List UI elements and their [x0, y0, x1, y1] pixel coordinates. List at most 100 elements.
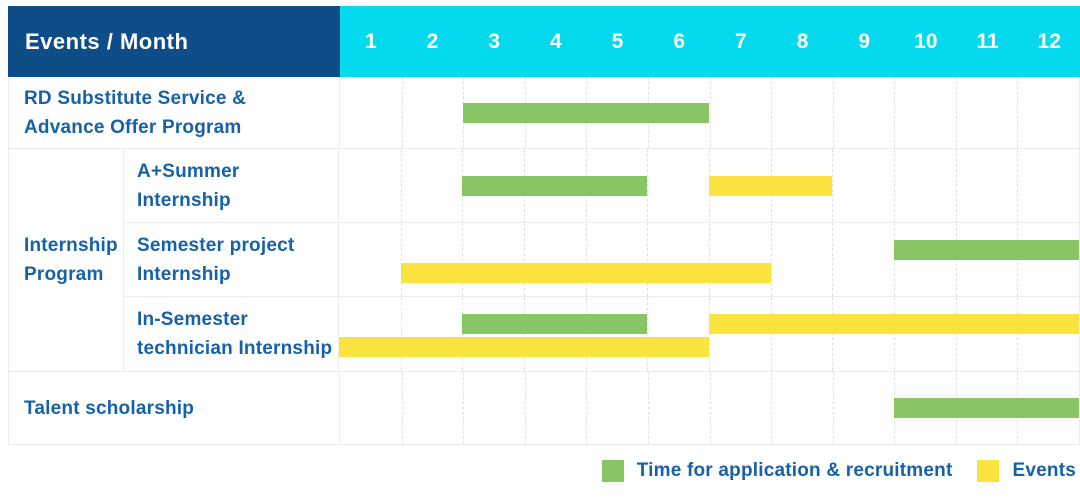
label-line: Talent scholarship — [24, 397, 195, 419]
bar-event — [709, 175, 833, 196]
month-gridline — [709, 77, 711, 148]
label-line: RD Substitute Service & — [24, 87, 247, 109]
timeline-semester-project — [339, 223, 1079, 296]
month-gridline — [401, 77, 403, 148]
month-gridline — [462, 223, 464, 296]
month-gridline — [524, 223, 525, 296]
month-gridline — [955, 297, 957, 371]
month-gridline — [1017, 149, 1019, 222]
timeline-in-semester — [339, 297, 1079, 371]
bar-event — [709, 314, 1079, 334]
row-rd-substitute: RD Substitute Service & Advance Offer Pr… — [9, 77, 1079, 149]
month-gridline — [894, 77, 896, 148]
label-line: Program — [24, 264, 104, 285]
legend-item-events: Events — [977, 460, 1076, 482]
group-rows: A+Summer Internship Semester project Int… — [124, 149, 1079, 371]
gantt-schedule-table: Events / Month 1 2 3 4 5 6 7 8 9 10 11 12 RD Substi… — [8, 6, 1080, 497]
label-line: Internship — [137, 263, 231, 285]
month-gridline — [955, 149, 957, 222]
label-line: Semester project — [137, 234, 295, 256]
row-label-talent-scholarship: Talent scholarship — [9, 372, 340, 444]
month-gridline — [894, 149, 895, 222]
label-line: technician Internship — [137, 338, 333, 359]
month-cell: 4 — [550, 29, 562, 53]
month-gridline — [1017, 297, 1019, 371]
row-label-rd-substitute: RD Substitute Service & Advance Offer Pr… — [9, 77, 340, 148]
month-gridline — [524, 297, 525, 371]
bar-application — [463, 102, 710, 123]
month-gridline — [771, 372, 773, 444]
row-label-semester-project: Semester project Internship — [124, 223, 339, 296]
month-cell: 12 — [1037, 29, 1061, 53]
month-gridline — [400, 223, 402, 296]
month-gridline — [894, 297, 895, 371]
month-gridline — [400, 149, 402, 222]
bar-event — [339, 337, 709, 357]
month-gridline — [709, 297, 710, 371]
label-line: A+Summer — [137, 160, 240, 182]
table-body: RD Substitute Service & Advance Offer Pr… — [8, 77, 1080, 445]
table-header-row: Events / Month 1 2 3 4 5 6 7 8 9 10 11 12 — [8, 6, 1080, 77]
label-line: Internship — [24, 235, 118, 256]
application-green-swatch-icon — [601, 460, 624, 482]
month-cell: 3 — [488, 29, 501, 53]
month-cell: 6 — [673, 29, 686, 53]
month-cell: 8 — [796, 29, 809, 53]
month-cell: 7 — [735, 29, 747, 53]
month-gridline — [709, 223, 710, 296]
month-cell: 1 — [364, 29, 377, 53]
timeline-talent-scholarship — [340, 372, 1079, 444]
month-gridline — [770, 223, 772, 296]
header-title: Events / Month — [8, 6, 340, 77]
row-label-a-summer: A+Summer Internship — [124, 149, 339, 222]
legend-item-application: Time for application & recruitment — [601, 460, 953, 482]
month-gridline — [647, 372, 649, 444]
month-cell: 9 — [858, 29, 871, 53]
month-gridline — [832, 149, 834, 222]
month-gridline — [463, 372, 465, 444]
row-a-summer: A+Summer Internship — [124, 149, 1079, 223]
month-gridline — [771, 77, 773, 148]
label-line: Advance Offer Program — [24, 116, 242, 138]
month-gridline — [585, 223, 587, 296]
event-yellow-swatch-icon — [977, 460, 1000, 482]
bar-event — [400, 263, 771, 283]
month-cell: 11 — [976, 29, 999, 53]
bar-application — [894, 398, 1079, 418]
month-gridline — [832, 223, 834, 296]
row-talent-scholarship: Talent scholarship — [9, 372, 1079, 444]
month-gridline — [586, 372, 588, 444]
month-cell: 2 — [426, 29, 439, 53]
row-label-in-semester: In-Semester technician Internship — [124, 297, 339, 371]
month-gridline — [955, 77, 957, 148]
month-gridline — [401, 372, 403, 444]
month-header: 1 2 3 4 5 6 7 8 9 10 11 12 — [340, 6, 1080, 77]
legend: Time for application & recruitment Event… — [8, 445, 1080, 497]
group-label-internship-program: Internship Program — [9, 149, 124, 371]
month-cell: 5 — [611, 29, 624, 53]
month-cell: 10 — [914, 29, 938, 53]
month-gridline — [585, 297, 587, 371]
month-gridline — [832, 77, 834, 148]
timeline-a-summer — [339, 149, 1079, 222]
month-gridline — [832, 372, 834, 444]
legend-label-application: Time for application & recruitment — [636, 460, 953, 481]
month-gridline — [647, 297, 649, 371]
month-gridline — [832, 297, 834, 371]
bar-application — [462, 175, 648, 196]
month-gridline — [709, 372, 711, 444]
month-gridline — [770, 297, 772, 371]
month-gridline — [647, 149, 649, 222]
month-gridline — [1017, 77, 1019, 148]
month-gridline — [524, 372, 526, 444]
bar-application — [462, 314, 648, 334]
group-internship-program: Internship Program A+Summer Internship S… — [9, 149, 1079, 372]
month-gridline — [647, 223, 649, 296]
month-gridline — [400, 297, 402, 371]
row-semester-project: Semester project Internship — [124, 223, 1079, 297]
label-line: Internship — [137, 189, 231, 211]
month-gridline — [462, 297, 464, 371]
legend-label-events: Events — [1012, 460, 1076, 481]
bar-application — [894, 240, 1079, 260]
row-in-semester: In-Semester technician Internship — [124, 297, 1079, 371]
